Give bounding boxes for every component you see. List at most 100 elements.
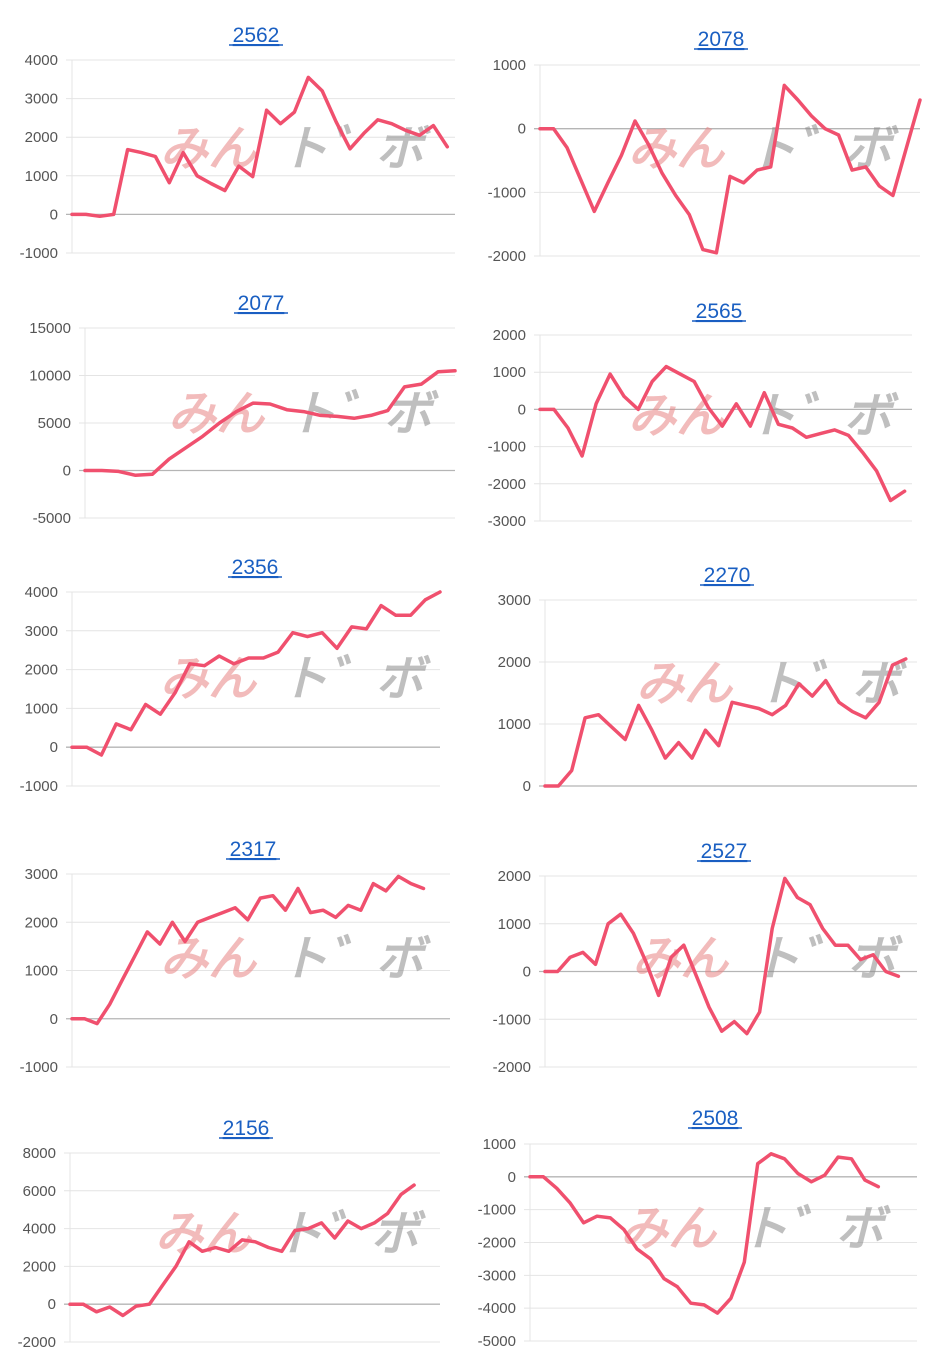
watermark-logo: みん ト゛ボ xyxy=(160,931,431,987)
watermark-right: ト゛ボ xyxy=(280,651,431,707)
watermark-left: みん xyxy=(632,931,730,987)
watermark-left: みん xyxy=(155,1206,253,1262)
watermark-right: ト゛ボ xyxy=(756,656,907,712)
chart-panel-2078: 1000 0 -1000 -2000 みん ト゛ボ 2078 xyxy=(468,0,936,272)
y-tick-label: -1000 xyxy=(478,1202,516,1219)
y-tick-label: -1000 xyxy=(20,1059,58,1076)
y-tick-label: 2000 xyxy=(25,662,58,679)
y-tick-label: 4000 xyxy=(25,52,58,69)
y-tick-label: -1000 xyxy=(20,245,58,262)
y-tick-label: 2000 xyxy=(498,868,531,885)
chart-panel-2565: 2000 1000 0 -1000 -2000 -3000 みん ト゛ボ 2565 xyxy=(468,285,936,547)
y-tick-label: -2000 xyxy=(488,248,526,265)
y-tick-label: 1000 xyxy=(25,168,58,185)
series-line xyxy=(83,369,457,478)
y-tick-label: 5000 xyxy=(38,415,71,432)
chart-panel-2077: 15000 10000 5000 0 -5000 みん ト゛ボ 2077 xyxy=(0,285,468,547)
y-tick-label: 15000 xyxy=(29,320,71,337)
line-chart-2527: 2000 1000 0 -1000 -2000 みん ト゛ボ 2527 xyxy=(493,840,917,1076)
y-tick-label: 3000 xyxy=(25,91,58,108)
y-tick-label: 0 xyxy=(523,778,531,795)
chart-title-link[interactable]: 2077 xyxy=(238,292,285,315)
series-line xyxy=(70,590,442,757)
line-chart-2565: 2000 1000 0 -1000 -2000 -3000 みん ト゛ボ 2565 xyxy=(488,300,912,530)
y-tick-label: 0 xyxy=(50,739,58,756)
y-tick-label: 1000 xyxy=(498,916,531,933)
watermark-left: みん xyxy=(636,656,734,712)
y-tick-label: 1000 xyxy=(493,364,526,381)
chart-title-link[interactable]: 2565 xyxy=(696,300,743,323)
chart-title-link[interactable]: 2508 xyxy=(692,1107,739,1130)
y-tick-label: 4000 xyxy=(23,1221,56,1238)
watermark-left: みん xyxy=(628,121,726,177)
y-tick-label: 1000 xyxy=(493,57,526,74)
watermark-right: ト゛ボ xyxy=(275,1206,426,1262)
chart-title-link[interactable]: 2356 xyxy=(232,556,279,579)
chart-title-link[interactable]: 2317 xyxy=(230,838,277,861)
y-tick-label: -1000 xyxy=(20,778,58,795)
chart-title-link[interactable]: 2562 xyxy=(233,24,280,47)
y-tick-label: 2000 xyxy=(25,914,58,931)
watermark-logo: みん ト゛ボ xyxy=(620,1201,891,1257)
y-tick-label: 4000 xyxy=(25,584,58,601)
y-tick-label: 0 xyxy=(63,463,71,480)
line-chart-2317: 3000 2000 1000 0 -1000 みん ト゛ボ 2317 xyxy=(20,838,450,1076)
y-tick-label: -5000 xyxy=(33,510,71,527)
chart-title-link[interactable]: 2156 xyxy=(223,1117,270,1140)
y-tick-label: -2000 xyxy=(478,1235,516,1252)
watermark-right: ト゛ボ xyxy=(752,931,903,987)
watermark-logo: みん ト゛ボ xyxy=(636,656,907,712)
y-tick-label: -3000 xyxy=(488,513,526,530)
chart-panel-2562: 4000 3000 2000 1000 0 -1000 みん ト゛ボ 2562 xyxy=(0,0,468,272)
y-tick-label: 0 xyxy=(523,964,531,981)
y-tick-label: -2000 xyxy=(493,1059,531,1076)
line-chart-2562: 4000 3000 2000 1000 0 -1000 みん ト゛ボ 2562 xyxy=(20,24,455,262)
y-tick-label: 0 xyxy=(50,206,58,223)
series-line xyxy=(70,874,426,1026)
watermark-left: みん xyxy=(628,388,726,444)
y-tick-label: 2000 xyxy=(498,654,531,671)
chart-title-link[interactable]: 2078 xyxy=(698,28,745,51)
series-line xyxy=(538,83,922,255)
y-tick-label: -4000 xyxy=(478,1300,516,1317)
series-line xyxy=(543,657,908,788)
y-tick-label: 1000 xyxy=(483,1136,516,1153)
watermark-left: みん xyxy=(160,931,258,987)
y-tick-label: -1000 xyxy=(493,1011,531,1028)
y-tick-label: -2000 xyxy=(488,476,526,493)
chart-title-link[interactable]: 2527 xyxy=(701,840,748,863)
watermark-left: みん xyxy=(620,1201,718,1257)
y-tick-label: 0 xyxy=(518,401,526,418)
y-tick-label: 3000 xyxy=(25,866,58,883)
series-line xyxy=(543,876,901,1036)
chart-panel-2508: 1000 0 -1000 -2000 -3000 -4000 -5000 みん ト゛ボ 2508 xyxy=(468,1090,936,1363)
series-line xyxy=(538,364,907,503)
watermark-right: ト゛ボ xyxy=(748,388,899,444)
series-line xyxy=(70,75,450,219)
watermark-left: みん xyxy=(168,386,266,442)
watermark-right: ト゛ボ xyxy=(280,121,431,177)
y-tick-label: -5000 xyxy=(478,1333,516,1350)
y-tick-label: 10000 xyxy=(29,368,71,385)
line-chart-2270: 3000 2000 1000 0 みん ト゛ボ 2270 xyxy=(498,564,917,795)
y-tick-label: 3000 xyxy=(25,623,58,640)
y-tick-label: 6000 xyxy=(23,1183,56,1200)
watermark-right: ト゛ボ xyxy=(280,931,431,987)
y-tick-label: 8000 xyxy=(23,1145,56,1162)
line-chart-2356: 4000 3000 2000 1000 0 -1000 みん ト゛ボ 2356 xyxy=(20,556,442,795)
y-tick-label: 1000 xyxy=(498,716,531,733)
chart-panel-2527: 2000 1000 0 -1000 -2000 みん ト゛ボ 2527 xyxy=(468,820,936,1090)
y-tick-label: 0 xyxy=(48,1296,56,1313)
y-tick-label: 0 xyxy=(508,1169,516,1186)
watermark-logo: みん ト゛ボ xyxy=(155,1206,426,1262)
y-tick-label: -3000 xyxy=(478,1267,516,1284)
series-line xyxy=(68,1183,416,1318)
y-tick-label: 2000 xyxy=(23,1258,56,1275)
y-tick-label: 1000 xyxy=(25,963,58,980)
series-line xyxy=(528,1152,881,1315)
chart-panel-2317: 3000 2000 1000 0 -1000 みん ト゛ボ 2317 xyxy=(0,820,468,1090)
y-tick-label: -1000 xyxy=(488,184,526,201)
chart-title-link[interactable]: 2270 xyxy=(704,564,751,587)
watermark-logo: みん ト゛ボ xyxy=(160,651,431,707)
